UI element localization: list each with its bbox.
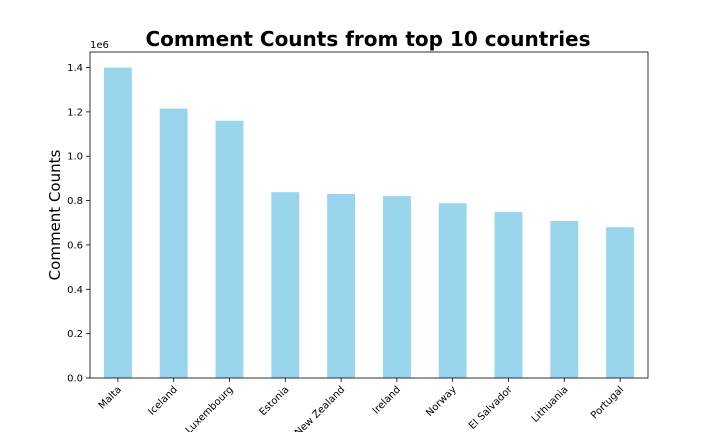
y-ticks-group: 0.0 0.2 0.4 0.6 0.8 1.0 1.2 1.4 (67, 63, 90, 385)
x-tick-label: Malta (97, 384, 124, 411)
chart-title: Comment Counts from top 10 countries (145, 27, 590, 51)
x-tick-label: Iceland (146, 384, 179, 417)
bar-ireland (382, 196, 411, 378)
y-tick-label: 1.0 (67, 152, 83, 163)
x-ticks-group: Malta Iceland Luxembourg Estonia New Zealand… (97, 378, 626, 432)
y-tick-label: 0.4 (67, 285, 83, 296)
bar-iceland (159, 108, 188, 378)
x-tick-label: Estonia (258, 384, 292, 418)
bar-lithuania (550, 220, 579, 378)
bar-estonia (271, 192, 300, 378)
y-tick-label: 0.8 (67, 196, 83, 207)
bars-group (103, 67, 635, 379)
y-axis-label: Comment Counts (46, 150, 64, 281)
bar-new-zealand (327, 193, 356, 378)
plot-frame (89, 51, 649, 379)
y-tick-label: 1.4 (67, 63, 83, 74)
y-tick-label: 0.2 (67, 329, 83, 340)
y-tick-label: 0.6 (67, 240, 83, 251)
bar-malta (103, 67, 132, 379)
bar-el-salvador (494, 212, 523, 378)
x-tick-label: Ireland (371, 384, 403, 416)
x-tick-label: Lithuania (530, 384, 571, 425)
y-tick-label: 1.2 (67, 107, 83, 118)
bar-norway (438, 203, 467, 378)
y-tick-label: 0.0 (67, 374, 83, 385)
bar-portugal (606, 227, 635, 378)
x-tick-label: El Salvador (467, 384, 515, 432)
bar-luxembourg (215, 120, 244, 379)
y-axis-offset-label: 1e6 (90, 40, 109, 51)
x-tick-label: Portugal (589, 384, 626, 421)
x-tick-label: New Zealand (293, 384, 347, 432)
x-tick-label: Luxembourg (184, 384, 236, 432)
x-tick-label: Norway (424, 384, 459, 419)
